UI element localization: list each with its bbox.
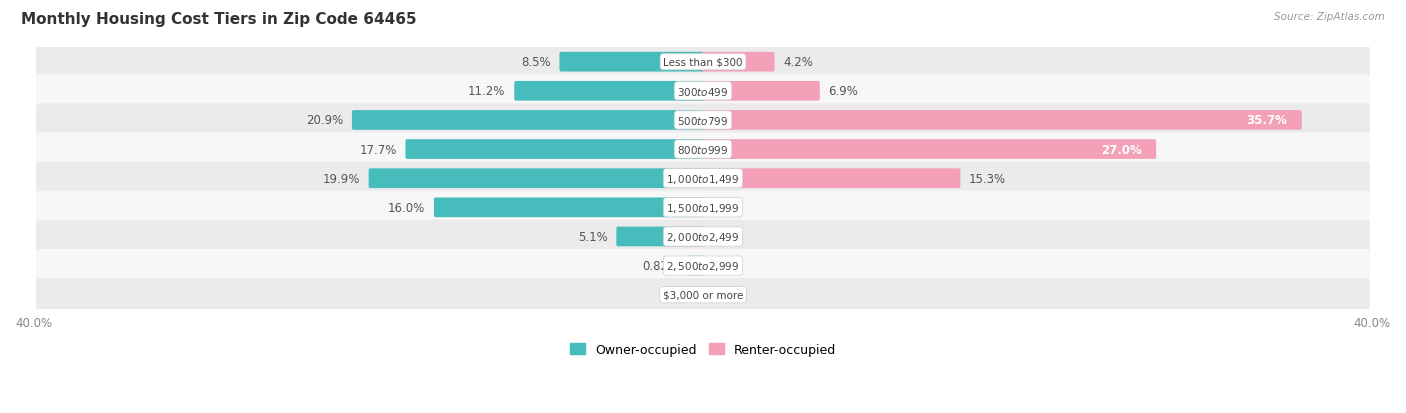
FancyBboxPatch shape (37, 191, 1369, 224)
FancyBboxPatch shape (37, 104, 1369, 137)
Text: $1,000 to $1,499: $1,000 to $1,499 (666, 172, 740, 185)
Text: Less than $300: Less than $300 (664, 57, 742, 67)
Legend: Owner-occupied, Renter-occupied: Owner-occupied, Renter-occupied (565, 338, 841, 361)
Text: $1,500 to $1,999: $1,500 to $1,999 (666, 202, 740, 214)
Text: Source: ZipAtlas.com: Source: ZipAtlas.com (1274, 12, 1385, 22)
FancyBboxPatch shape (37, 249, 1369, 282)
Text: $2,000 to $2,499: $2,000 to $2,499 (666, 230, 740, 243)
FancyBboxPatch shape (560, 53, 704, 72)
FancyBboxPatch shape (37, 162, 1369, 195)
Text: $500 to $799: $500 to $799 (678, 115, 728, 127)
Text: 11.2%: 11.2% (468, 85, 506, 98)
Text: $2,500 to $2,999: $2,500 to $2,999 (666, 259, 740, 273)
FancyBboxPatch shape (702, 140, 1156, 159)
FancyBboxPatch shape (688, 256, 704, 276)
FancyBboxPatch shape (405, 140, 704, 159)
Text: 15.3%: 15.3% (969, 172, 1007, 185)
FancyBboxPatch shape (434, 198, 704, 218)
Text: Monthly Housing Cost Tiers in Zip Code 64465: Monthly Housing Cost Tiers in Zip Code 6… (21, 12, 416, 27)
FancyBboxPatch shape (515, 82, 704, 102)
Text: 20.9%: 20.9% (307, 114, 343, 127)
Text: 27.0%: 27.0% (1101, 143, 1142, 156)
Text: 35.7%: 35.7% (1246, 114, 1286, 127)
Text: 8.5%: 8.5% (522, 56, 551, 69)
FancyBboxPatch shape (702, 111, 1302, 131)
Text: $3,000 or more: $3,000 or more (662, 290, 744, 300)
Text: 0.0%: 0.0% (664, 289, 693, 301)
Text: 4.2%: 4.2% (783, 56, 813, 69)
Text: 0.0%: 0.0% (713, 259, 742, 273)
FancyBboxPatch shape (37, 278, 1369, 311)
FancyBboxPatch shape (702, 169, 960, 189)
Text: 0.82%: 0.82% (643, 259, 679, 273)
Text: 0.0%: 0.0% (713, 230, 742, 243)
FancyBboxPatch shape (702, 82, 820, 102)
Text: $800 to $999: $800 to $999 (678, 144, 728, 156)
Text: 6.9%: 6.9% (828, 85, 859, 98)
FancyBboxPatch shape (616, 227, 704, 247)
Text: 16.0%: 16.0% (388, 202, 425, 214)
FancyBboxPatch shape (352, 111, 704, 131)
FancyBboxPatch shape (37, 133, 1369, 166)
FancyBboxPatch shape (37, 46, 1369, 79)
Text: 17.7%: 17.7% (360, 143, 396, 156)
FancyBboxPatch shape (37, 220, 1369, 254)
Text: $300 to $499: $300 to $499 (678, 85, 728, 97)
FancyBboxPatch shape (37, 75, 1369, 108)
Text: 5.1%: 5.1% (578, 230, 607, 243)
FancyBboxPatch shape (702, 53, 775, 72)
FancyBboxPatch shape (368, 169, 704, 189)
Text: 19.9%: 19.9% (322, 172, 360, 185)
Text: 0.0%: 0.0% (713, 289, 742, 301)
Text: 0.0%: 0.0% (713, 202, 742, 214)
